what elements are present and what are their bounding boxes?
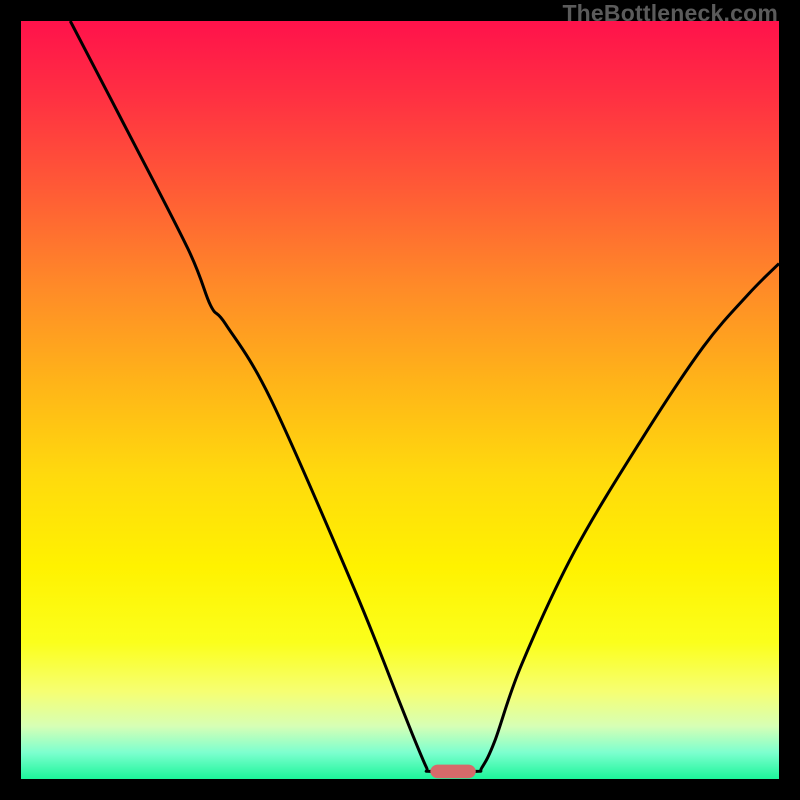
plot-area — [21, 21, 779, 779]
bottleneck-curve — [21, 21, 779, 779]
watermark-text: TheBottleneck.com — [562, 0, 778, 27]
minimum-marker — [430, 765, 475, 779]
chart-frame: TheBottleneck.com — [0, 0, 800, 800]
curve-path — [70, 21, 779, 772]
